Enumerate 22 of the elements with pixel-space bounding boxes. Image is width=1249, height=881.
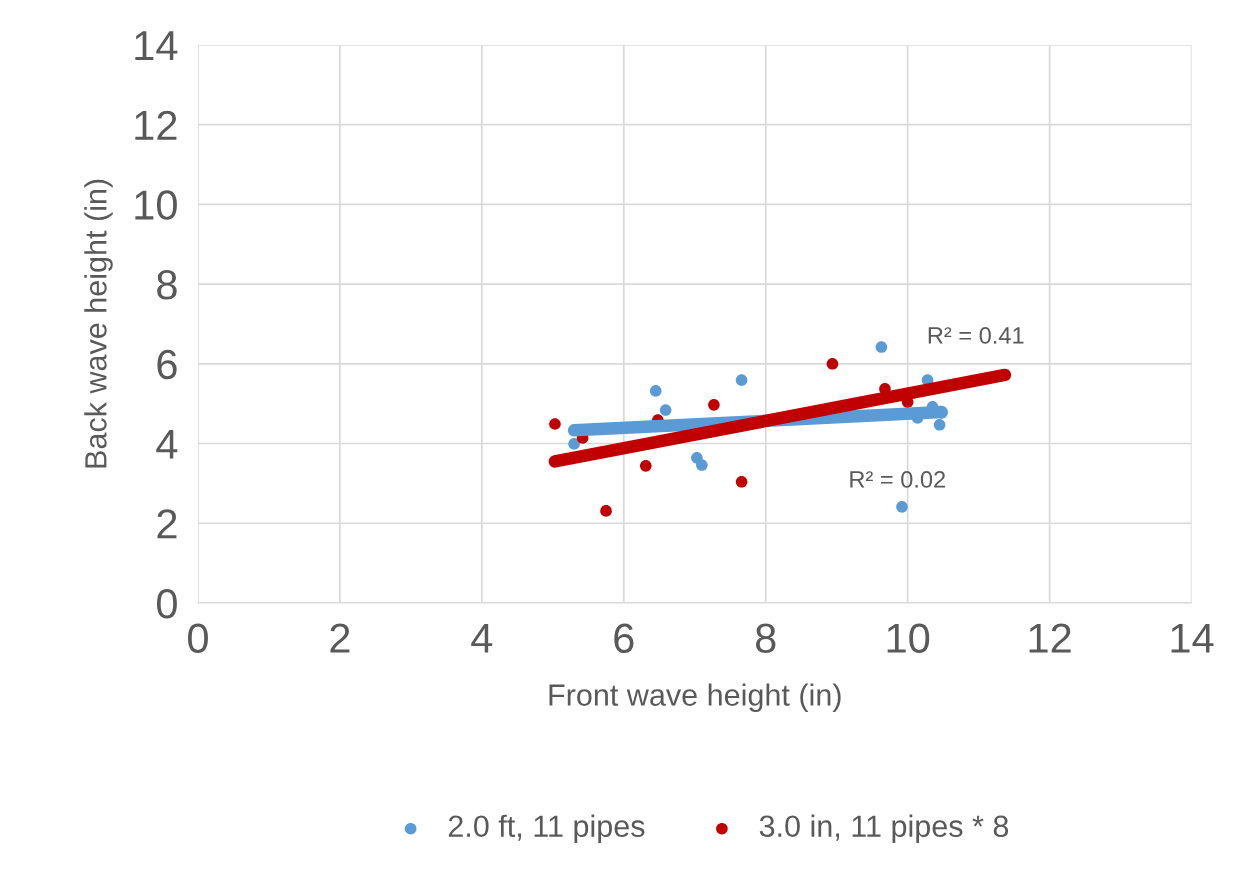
y-tick-label: 0 [156, 588, 177, 619]
x-tick-label: 14 [1171, 623, 1214, 653]
y-tick-label: 8 [157, 270, 177, 300]
x-axis-title: Front wave height (in) [549, 683, 841, 712]
y-tick-label: 6 [157, 349, 177, 380]
x-tick-label: 4 [471, 623, 493, 653]
y-tick-label: 10 [135, 190, 177, 220]
y-tick-label: 12 [135, 110, 177, 140]
x-tick-label: 10 [887, 623, 930, 654]
legend-label: 2.0 ft, 11 pipes [448, 814, 645, 844]
y-tick-label: 4 [156, 429, 178, 459]
legend-label: 3.0 in, 11 pipes * 8 [759, 814, 1009, 844]
y-tick-label: 2 [157, 509, 177, 539]
annotation: R² = 0.02 [850, 471, 945, 488]
x-tick-label: 8 [755, 623, 776, 654]
annotation: R² = 0.41 [928, 327, 1024, 344]
x-tick-label: 2 [330, 623, 350, 653]
x-tick-label: 12 [1029, 623, 1071, 653]
x-tick-label: 6 [614, 623, 634, 654]
y-tick-label: 14 [135, 31, 178, 61]
x-tick-label: 0 [188, 623, 208, 654]
y-axis-title: Back wave height (in) [84, 179, 113, 468]
